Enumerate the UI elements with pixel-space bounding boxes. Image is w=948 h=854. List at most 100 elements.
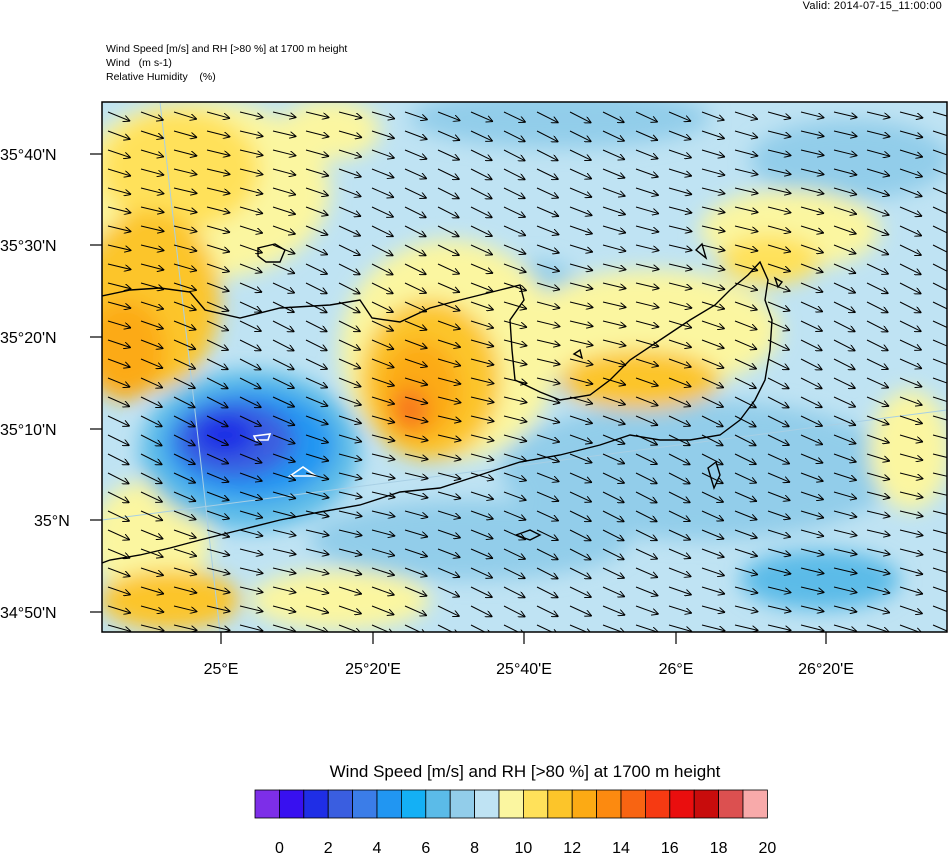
wind-arrow — [932, 149, 947, 156]
wind-arrow — [767, 225, 791, 232]
wind-arrow — [767, 358, 790, 370]
wind-arrow — [833, 130, 857, 137]
wind-arrow — [371, 472, 395, 479]
wind-arrow — [107, 149, 131, 158]
wind-arrow — [833, 396, 856, 407]
wind-arrow — [206, 225, 230, 232]
wind-arrow — [173, 415, 195, 427]
wind-arrow — [371, 415, 395, 423]
wind-arrow — [932, 187, 947, 195]
wind-arrow — [272, 624, 296, 632]
wind-arrow — [635, 377, 659, 386]
wind-arrow — [734, 111, 758, 119]
wind-arrow — [833, 434, 856, 444]
wind-arrow — [899, 206, 922, 216]
wind-arrow — [668, 415, 691, 426]
wind-arrow — [932, 282, 947, 294]
wind-arrow — [404, 282, 427, 293]
wind-arrow — [338, 624, 361, 632]
wind-arrow — [569, 396, 593, 404]
colorbar-swatch — [327, 789, 354, 819]
wind-arrow — [404, 377, 428, 385]
wind-arrow — [371, 225, 394, 237]
wind-arrow — [701, 491, 724, 502]
wind-arrow — [404, 187, 427, 198]
wind-arrow — [239, 510, 263, 518]
wind-arrow — [206, 605, 230, 612]
wind-arrow — [800, 377, 822, 389]
wind-arrow — [833, 263, 856, 273]
wind-arrow — [470, 320, 494, 328]
wind-arrow — [932, 111, 947, 117]
lon-label-26-20: 26°20'E — [798, 661, 854, 678]
lat-label-35-20: 35°20'N — [0, 330, 57, 347]
wind-arrow — [404, 510, 428, 517]
wind-arrow — [140, 586, 164, 594]
wind-arrow — [437, 282, 460, 293]
wind-arrow — [866, 168, 890, 176]
wind-arrow — [734, 491, 757, 502]
wind-arrow — [536, 206, 559, 217]
wind-arrow — [140, 339, 163, 349]
wind-arrow — [932, 491, 947, 496]
wind-arrow — [932, 377, 947, 384]
wind-arrow — [701, 206, 725, 213]
wind-arrow — [140, 168, 164, 175]
wind-arrow — [371, 320, 394, 331]
wind-arrow — [701, 624, 725, 631]
wind-arrow — [569, 434, 593, 443]
wind-arrow — [668, 187, 692, 195]
wind-arrow — [602, 111, 625, 123]
wind-arrow — [404, 225, 426, 237]
wind-arrow — [635, 529, 658, 541]
wind-arrow — [569, 548, 591, 560]
wind-arrow — [536, 415, 560, 423]
wind-arrow — [866, 149, 890, 156]
wind-arrow — [305, 168, 329, 176]
wind-arrow — [635, 187, 659, 195]
wind-arrow — [932, 225, 947, 237]
wind-arrow — [701, 567, 725, 576]
wind-arrow — [437, 206, 459, 218]
wind-arrow — [272, 244, 295, 254]
wind-arrow — [800, 529, 824, 536]
wind-arrow — [866, 510, 890, 517]
wind-arrow — [701, 472, 724, 484]
colorbar-swatch — [278, 789, 305, 819]
wind-arrow — [569, 377, 593, 384]
wind-arrow — [338, 548, 362, 555]
wind-arrow — [140, 301, 164, 309]
colorbar-swatch — [303, 789, 329, 819]
wind-arrow — [404, 624, 427, 632]
wind-arrow — [800, 605, 824, 612]
wind-arrow — [437, 111, 460, 121]
wind-arrow — [437, 548, 460, 558]
wind-arrow — [404, 358, 428, 367]
wind-arrow — [272, 510, 296, 517]
wind-arrow — [569, 149, 592, 160]
wind-arrow — [305, 548, 329, 555]
wind-arrow — [668, 320, 692, 328]
lat-label-34-50: 34°50'N — [0, 605, 57, 622]
wind-arrow — [107, 434, 130, 446]
wind-arrow — [668, 529, 691, 540]
wind-arrow — [833, 529, 857, 536]
wind-arrow — [239, 168, 263, 175]
wind-arrow — [866, 130, 890, 137]
wind-arrow — [371, 586, 395, 595]
wind-arrow — [107, 548, 130, 558]
wind-arrow — [701, 377, 724, 388]
wind-arrow — [536, 301, 560, 308]
wind-arrow — [602, 282, 626, 289]
wind-arrow — [866, 320, 888, 332]
wind-speed-field — [102, 102, 947, 632]
wind-arrow — [866, 225, 889, 235]
wind-arrow — [602, 510, 624, 522]
wind-arrow — [206, 453, 229, 464]
wind-arrow — [734, 320, 757, 330]
wind-arrow — [602, 206, 626, 215]
wind-arrow — [140, 434, 162, 446]
wind-arrow — [602, 491, 625, 503]
lat-label-35-10: 35°10'N — [0, 422, 57, 439]
wind-arrow — [701, 149, 725, 157]
